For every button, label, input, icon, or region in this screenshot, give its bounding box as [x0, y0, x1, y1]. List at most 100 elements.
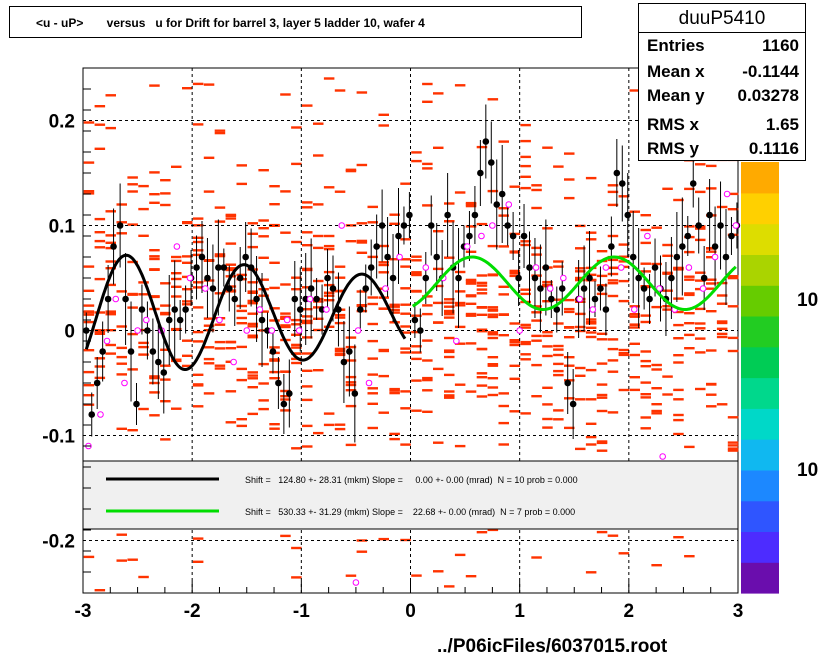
hist-cell — [247, 302, 258, 305]
hist-cell — [564, 426, 575, 430]
hist-cell — [291, 576, 302, 579]
magenta-marker — [295, 327, 303, 334]
hist-cell — [520, 342, 531, 346]
hist-cell — [596, 383, 608, 386]
hist-cell — [498, 443, 509, 446]
hist-cell — [127, 306, 138, 309]
hist-cell — [236, 309, 247, 313]
hist-cell — [716, 294, 728, 297]
magenta-marker — [143, 316, 150, 324]
hist-cell — [465, 314, 477, 317]
hist-cell — [509, 364, 520, 367]
hist-cell — [727, 447, 739, 450]
hist-cell — [640, 241, 651, 245]
hist-cell — [192, 537, 204, 540]
hist-cell — [640, 228, 651, 232]
hist-cell — [367, 205, 378, 209]
hist-cell — [618, 552, 630, 555]
hist-cell — [520, 123, 531, 127]
hist-cell — [127, 190, 138, 193]
hist-cell — [269, 261, 280, 264]
hist-cell — [258, 407, 269, 411]
magenta-marker — [516, 327, 523, 334]
profile-point — [155, 358, 162, 366]
hist-cell — [411, 314, 422, 317]
hist-cell — [345, 443, 357, 447]
hist-cell — [302, 308, 313, 311]
hist-cell — [302, 104, 313, 107]
profile-point — [700, 274, 708, 282]
profile-point — [88, 411, 96, 418]
hist-cell — [192, 373, 204, 376]
hist-cell — [640, 365, 651, 368]
hist-cell — [596, 441, 608, 445]
hist-cell — [367, 302, 378, 306]
palette-swatch — [741, 408, 779, 440]
hist-cell — [203, 324, 215, 327]
palette-swatch — [741, 346, 779, 379]
hist-cell — [684, 275, 695, 278]
magenta-marker — [617, 264, 625, 271]
hist-cell — [542, 386, 553, 389]
hist-cell — [542, 354, 553, 358]
hist-cell — [520, 358, 531, 361]
profile-point — [99, 348, 106, 355]
hist-cell — [695, 387, 706, 391]
hist-cell — [105, 94, 116, 97]
hist-cell — [422, 376, 433, 380]
hist-cell — [269, 377, 280, 380]
hist-cell — [607, 234, 619, 238]
profile-point — [400, 222, 408, 229]
hist-cell — [334, 265, 346, 268]
hist-cell — [182, 221, 193, 225]
hist-cell — [116, 325, 127, 328]
hist-cell — [389, 305, 400, 308]
hist-cell — [149, 414, 160, 417]
hist-cell — [400, 325, 411, 328]
hist-cell — [160, 179, 171, 182]
hist-cell — [629, 315, 640, 318]
hist-cell — [411, 574, 422, 577]
magenta-marker — [256, 306, 264, 313]
magenta-marker — [352, 579, 360, 586]
hist-cell — [323, 234, 335, 238]
profile-point — [160, 369, 168, 376]
hist-cell — [247, 374, 258, 377]
fit-curve-green — [411, 255, 737, 312]
hist-cell — [203, 346, 215, 349]
hist-cell — [378, 537, 389, 541]
hist-cell — [323, 294, 335, 297]
hist-cell — [149, 249, 160, 252]
profile-point — [209, 285, 217, 292]
hist-cell — [444, 220, 455, 223]
hist-cell — [225, 217, 237, 220]
hist-cell — [291, 346, 302, 349]
hist-cell — [585, 422, 597, 425]
hist-cell — [83, 384, 95, 387]
hist-cell — [149, 201, 160, 204]
hist-cell — [662, 305, 673, 308]
hist-cell — [192, 253, 204, 257]
hist-cell — [171, 295, 182, 298]
hist-cell — [706, 256, 717, 259]
stats-histogram-name: duuP5410 — [678, 8, 766, 29]
stat-value: 0.1116 — [748, 139, 799, 158]
hist-cell — [706, 250, 717, 253]
hist-cell — [280, 370, 291, 373]
hist-cell — [531, 311, 542, 314]
profile-point — [646, 295, 653, 303]
hist-cell — [236, 182, 247, 186]
hist-cell — [422, 100, 433, 103]
hist-cell — [618, 255, 630, 258]
hist-cell — [575, 374, 586, 377]
hist-cell — [94, 231, 106, 234]
hist-cell — [334, 427, 346, 431]
hist-cell — [236, 418, 247, 421]
hist-cell — [400, 312, 411, 315]
hist-cell — [444, 373, 455, 377]
hist-cell — [585, 335, 597, 339]
profile-point — [149, 348, 157, 355]
hist-cell — [531, 556, 542, 559]
hist-cell — [542, 334, 553, 338]
hist-cell — [465, 201, 477, 205]
